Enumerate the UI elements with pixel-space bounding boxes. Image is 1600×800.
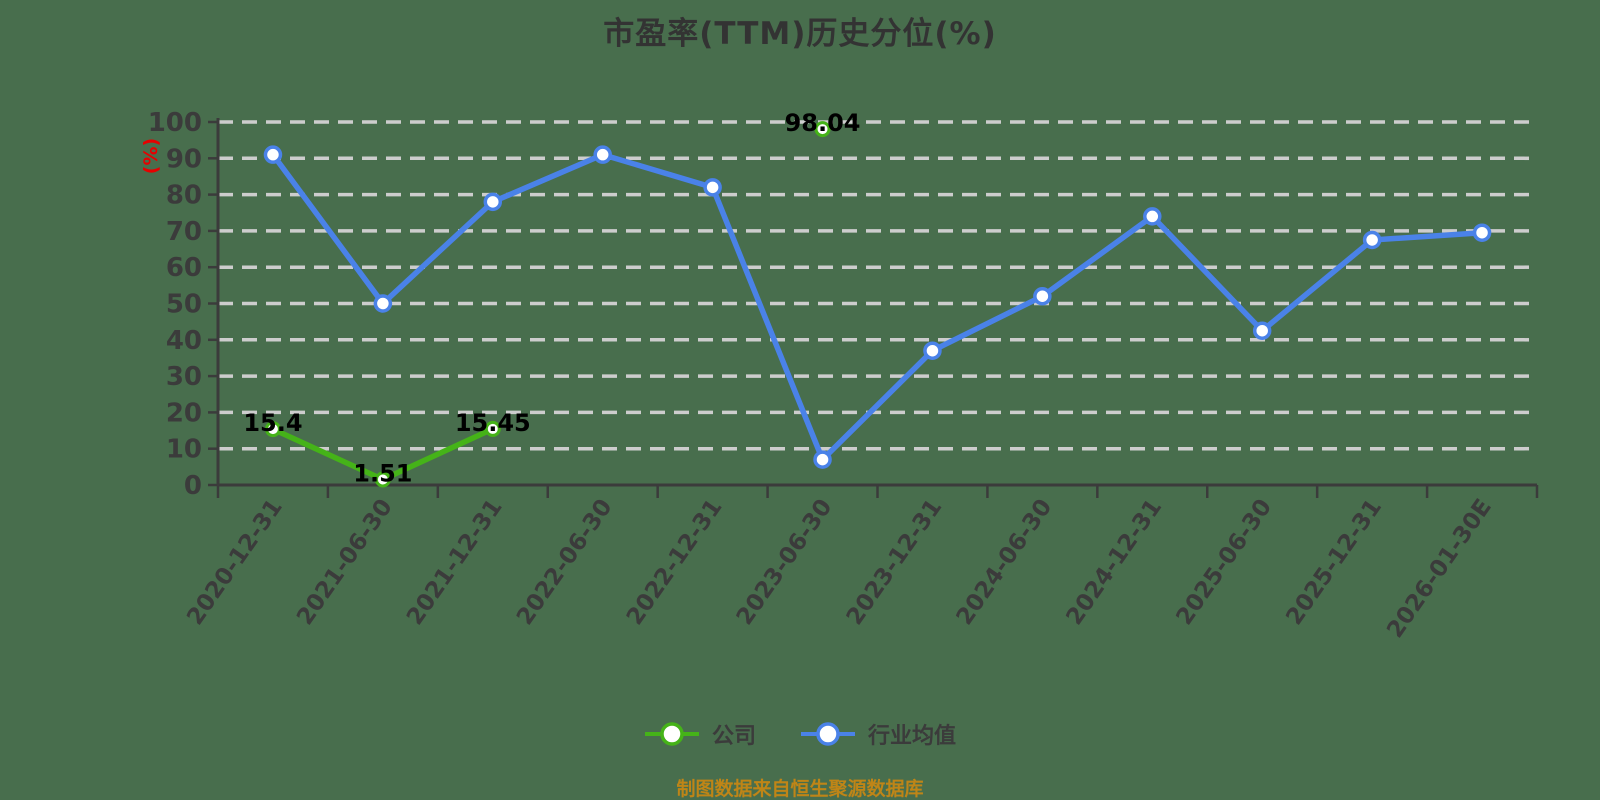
y-tick-label: 30: [166, 362, 202, 392]
source-note: 制图数据来自恒生聚源数据库: [676, 778, 924, 800]
industry-point: [1472, 223, 1492, 242]
x-tick-label: 2022-12-31: [622, 495, 728, 630]
y-tick-label: 90: [166, 144, 202, 174]
x-tick-label: 2026-01-30E: [1382, 495, 1497, 643]
y-tick-label: 50: [166, 290, 202, 320]
y-tick-label: 0: [184, 471, 202, 501]
industry-point: [1143, 207, 1162, 226]
industry-point: [1033, 286, 1052, 306]
company-point: [264, 421, 281, 438]
y-tick-label: 70: [166, 217, 202, 247]
y-tick-label: 10: [166, 435, 202, 465]
industry-point: [923, 341, 942, 360]
industry-point: [593, 145, 612, 164]
x-tick-label: 2022-06-30: [512, 495, 618, 630]
industry-point: [373, 294, 393, 313]
x-tick-label: 2023-12-31: [842, 495, 948, 630]
company-point-label: 1.51: [353, 460, 412, 488]
y-tick-label: 20: [166, 398, 202, 428]
x-tick-label: 2021-06-30: [292, 495, 398, 630]
legend: 公司 行业均值: [0, 718, 1600, 750]
company-point: [814, 121, 831, 138]
x-tick-label: 2021-12-31: [402, 495, 508, 630]
industry-line: [270, 151, 1485, 463]
x-tick-label: 2020-12-31: [182, 495, 288, 630]
y-tick-label: 100: [148, 108, 202, 138]
industry-point: [263, 145, 283, 164]
legend-label-company: 公司: [711, 724, 756, 749]
y-tick-label: 80: [166, 181, 202, 211]
industry-point: [483, 192, 503, 212]
x-tick-label: 2025-06-30: [1171, 495, 1277, 630]
company-line-marker-icon: [644, 722, 699, 746]
y-tick-label: 40: [166, 326, 202, 356]
industry-point: [1362, 230, 1382, 250]
x-tick-label: 2024-06-30: [952, 495, 1058, 630]
legend-item-industry[interactable]: 行业均值: [800, 718, 956, 750]
y-axis-unit-label: (%): [140, 138, 162, 174]
industry-line-marker-icon: [801, 722, 855, 746]
legend-label-industry: 行业均值: [868, 724, 957, 749]
legend-item-company[interactable]: 公司: [644, 718, 756, 750]
company-point: [484, 420, 501, 437]
industry-point: [1252, 321, 1272, 340]
x-tick-label: 2025-12-31: [1281, 495, 1387, 630]
chart-title: 市盈率(TTM)历史分位(%): [603, 16, 997, 52]
company-point-label: 15.45: [455, 409, 531, 437]
y-tick-label: 60: [166, 253, 202, 283]
company-point: [374, 471, 391, 488]
x-tick-label: 2024-12-31: [1062, 495, 1168, 630]
industry-point: [703, 178, 722, 197]
industry-point: [813, 450, 832, 469]
company-point-label: 15.4: [243, 409, 302, 437]
x-tick-label: 2023-06-30: [732, 495, 838, 630]
company-point-label: 98.04: [785, 109, 861, 137]
